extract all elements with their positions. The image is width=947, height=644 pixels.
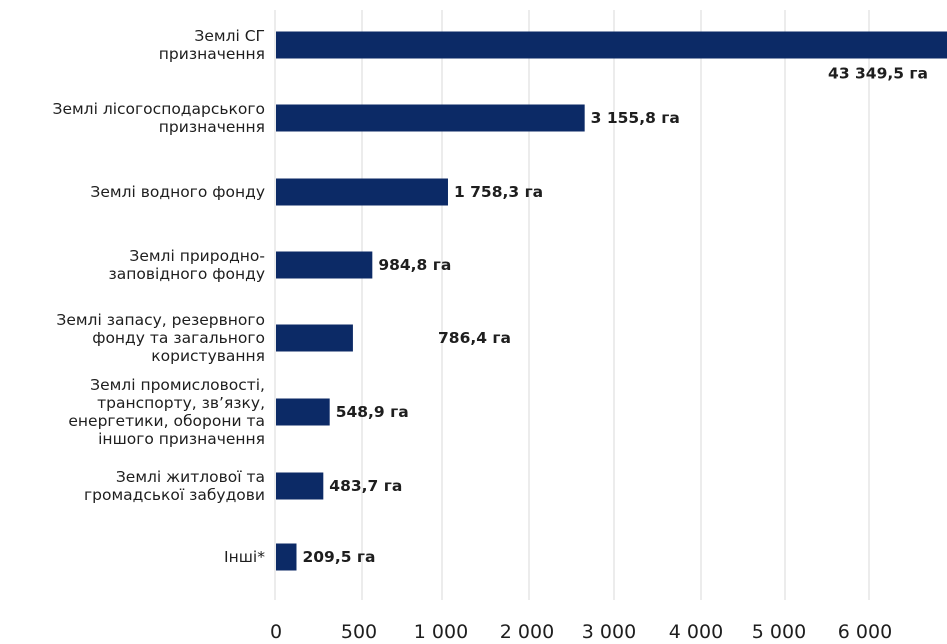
x-tick-label: 6 000: [838, 621, 892, 643]
data-label: 483,7 га: [329, 477, 402, 495]
category-label: Землі житлової та: [116, 468, 265, 486]
category-label: Землі природно-: [129, 247, 265, 265]
category-label: транспорту, зв’язку,: [97, 394, 265, 412]
category-label: призначення: [159, 118, 265, 136]
category-label: Землі запасу, резервного: [56, 311, 265, 329]
category-label: заповідного фонду: [109, 265, 265, 283]
category-label: іншого призначення: [98, 430, 265, 448]
x-axis-tick-labels: 0 500 1 000 2 000 3 000 4 000 5 000 6 000: [270, 621, 892, 643]
bar: [276, 178, 448, 206]
bar: [276, 472, 324, 500]
bar: [276, 324, 353, 352]
category-label: Землі лісогосподарського: [53, 100, 265, 118]
data-label: 3 155,8 га: [591, 109, 680, 127]
category-label: фонду та загального: [92, 329, 265, 347]
bar: [276, 543, 297, 571]
x-tick-label: 4 000: [669, 621, 723, 643]
category-label: Землі СГ: [194, 27, 265, 45]
data-label: 786,4 га: [438, 329, 511, 347]
category-label: користування: [151, 347, 265, 365]
data-labels: 43 349,5 га 3 155,8 га 1 758,3 га 984,8 га 7…: [302, 65, 928, 567]
data-label: 209,5 га: [302, 548, 375, 566]
bar: [276, 31, 947, 59]
category-label: Землі промисловості,: [90, 376, 265, 394]
data-label: 984,8 га: [378, 256, 451, 274]
x-tick-label: 1 000: [414, 621, 468, 643]
grid-lines: [274, 10, 870, 600]
category-label: Інші*: [224, 548, 265, 566]
data-label: 548,9 га: [336, 403, 409, 421]
x-tick-label: 500: [341, 621, 377, 643]
bar: [276, 104, 585, 132]
x-tick-label: 2 000: [500, 621, 554, 643]
category-label: призначення: [159, 45, 265, 63]
data-label: 43 349,5 га: [828, 65, 928, 83]
data-label: 1 758,3 га: [454, 183, 543, 201]
category-label: енергетики, оборони та: [68, 412, 265, 430]
category-label: Землі водного фонду: [90, 183, 265, 201]
bars: [276, 31, 947, 571]
x-tick-label: 3 000: [582, 621, 636, 643]
x-tick-label: 5 000: [752, 621, 806, 643]
category-label: громадської забудови: [84, 486, 265, 504]
x-tick-label: 0: [270, 621, 282, 643]
bar: [276, 251, 373, 279]
bar: [276, 398, 330, 426]
